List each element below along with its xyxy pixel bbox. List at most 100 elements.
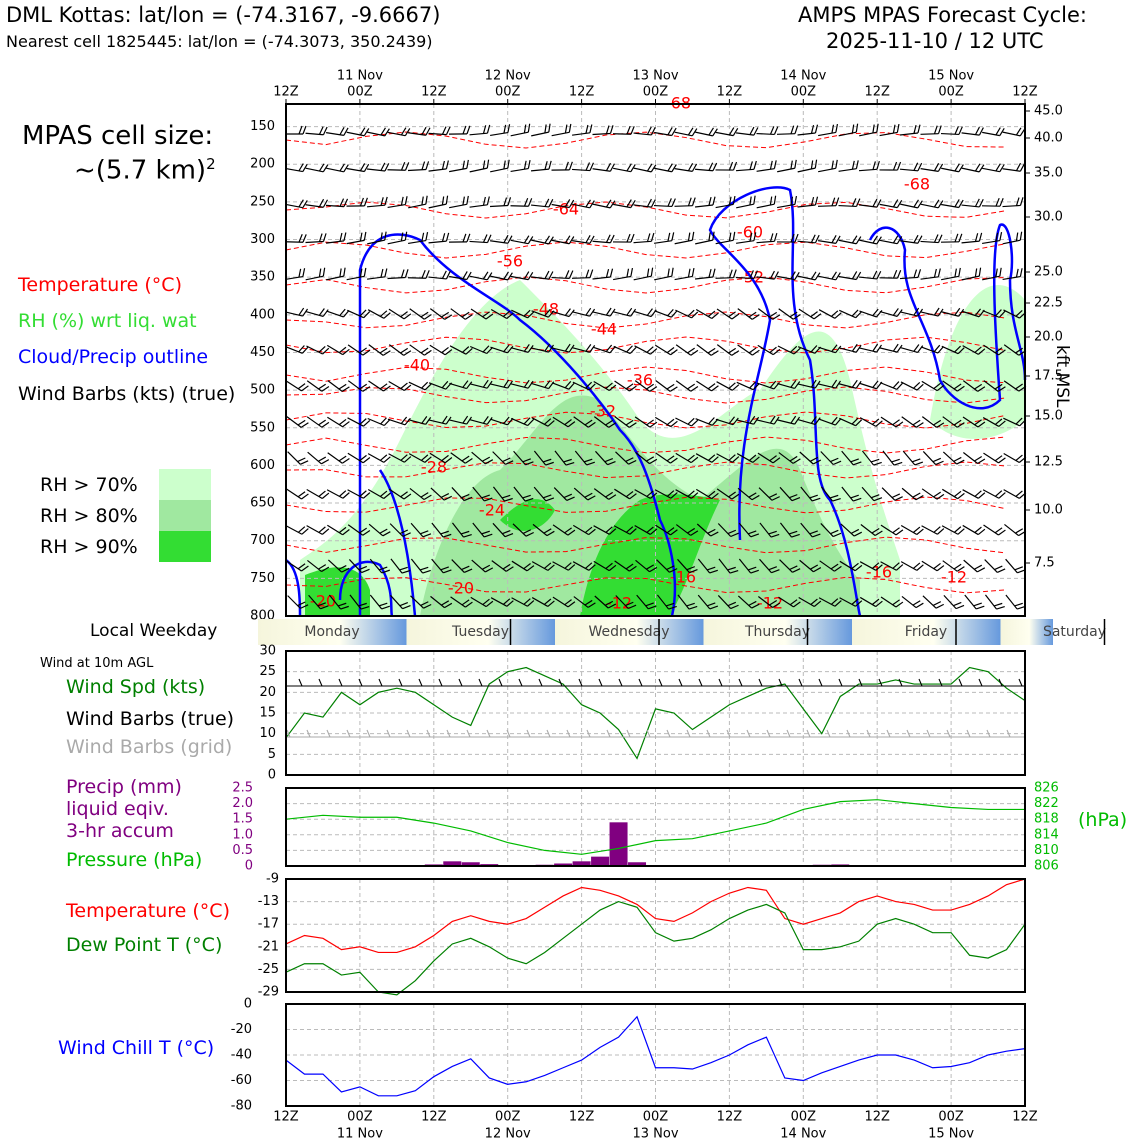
barb-shaft [572, 311, 590, 317]
wind-barb [573, 487, 596, 501]
barb-flag [958, 267, 961, 277]
kft-tick-4: 25.0 [1034, 265, 1063, 280]
wind-barb [716, 453, 740, 463]
cycle-title: AMPS MPAS Forecast Cycle: [798, 3, 1087, 27]
barb-shaft [369, 558, 383, 574]
barb-flag [913, 307, 920, 316]
barb-flag [301, 565, 309, 572]
barb-flag [1019, 268, 1023, 277]
barb-shaft [592, 132, 611, 136]
wind-barb [839, 417, 863, 427]
barb-flag [400, 491, 408, 498]
wind-barb [797, 234, 820, 244]
barb-flag [506, 729, 511, 738]
barb-flag [441, 126, 447, 135]
precip-bar-8 [609, 822, 628, 866]
precip-bar-2 [461, 862, 480, 866]
barb-flag [584, 419, 593, 426]
barb-shaft [737, 344, 753, 356]
barb-shaft [492, 451, 506, 465]
barb-flag [728, 491, 736, 498]
cell-size-line2: ~(5.7 km)2 [74, 155, 216, 186]
wind-barb [983, 380, 1006, 392]
barb-flag [957, 528, 965, 535]
grid-wind-barb [826, 729, 846, 738]
barb-flag [646, 419, 654, 426]
wind-barb [736, 453, 760, 463]
wind-barb [675, 380, 699, 392]
barb-flag [708, 196, 712, 206]
barb-flag [564, 270, 570, 279]
wind-barb [636, 594, 657, 610]
barb-flag [878, 678, 883, 687]
weekday-cell-1 [406, 619, 555, 645]
barb-flag [707, 528, 716, 534]
barb-shaft [715, 277, 734, 279]
barb-shaft [408, 132, 426, 136]
barb-flag [359, 163, 366, 172]
barb-flag [872, 198, 878, 207]
barb-shaft [387, 418, 406, 426]
wind-barb [859, 417, 883, 427]
barb-shaft [613, 275, 631, 281]
barb-flag [1015, 347, 1024, 354]
barb-flag [834, 312, 842, 319]
barb-flag [937, 268, 941, 277]
kft-tick-8: 15.0 [1034, 409, 1063, 424]
wind-barb [469, 271, 493, 281]
barb-shaft [656, 559, 670, 573]
barb-shaft [284, 241, 304, 243]
wind-barb [409, 487, 432, 501]
barb-flag [691, 128, 698, 137]
temp-label-3: -56 [497, 252, 523, 271]
barb-shaft [922, 451, 937, 465]
wind-barb [716, 488, 740, 500]
barb-flag [957, 347, 965, 355]
barb-shaft [510, 417, 529, 427]
barb-flag [876, 199, 882, 208]
barb-flag [687, 232, 691, 242]
barb-flag [361, 568, 370, 574]
barb-flag [589, 308, 596, 317]
barb-flag [568, 309, 575, 317]
barb-flag [915, 602, 924, 609]
barb-flag [892, 199, 899, 208]
barb-flag [834, 600, 842, 607]
wind-barb [799, 451, 822, 465]
barb-flag [753, 270, 758, 279]
wind-barb [879, 123, 900, 137]
barb-flag [502, 310, 511, 317]
barb-flag [563, 458, 572, 463]
wind-barb [899, 124, 921, 136]
barb-flag [523, 271, 530, 280]
wind-barb [634, 345, 658, 355]
barb-flag [790, 196, 794, 206]
pressure-tick-814: 814 [1034, 827, 1059, 842]
temp-contour-0 [285, 131, 1007, 149]
wind-barb [531, 597, 555, 607]
wind-barb [510, 379, 534, 389]
barb-shaft [940, 132, 960, 136]
barb-shaft [777, 167, 795, 173]
barb-flag [302, 125, 307, 135]
barb-flag [503, 598, 511, 605]
barb-flag [606, 729, 611, 738]
temp-panel-ytick--21: -21 [258, 939, 279, 954]
wind-barb [776, 233, 799, 243]
barb-shaft [387, 276, 406, 280]
cloud-outline-4 [868, 223, 1027, 410]
bottom-hour-7: 00Z [791, 1110, 817, 1125]
wind-barb [777, 195, 798, 209]
wind-barb [592, 162, 616, 172]
barb-flag [936, 493, 945, 500]
wind-barb [431, 522, 452, 538]
barb-flag [404, 196, 408, 205]
barb-flag [994, 527, 1003, 534]
wind-barb [510, 344, 534, 353]
barb-flag [810, 234, 816, 243]
true-wind-barb [986, 678, 1006, 687]
barb-flag [584, 562, 593, 569]
barb-flag [609, 268, 614, 278]
barb-shaft [1003, 380, 1020, 392]
barb-shaft [305, 240, 324, 244]
